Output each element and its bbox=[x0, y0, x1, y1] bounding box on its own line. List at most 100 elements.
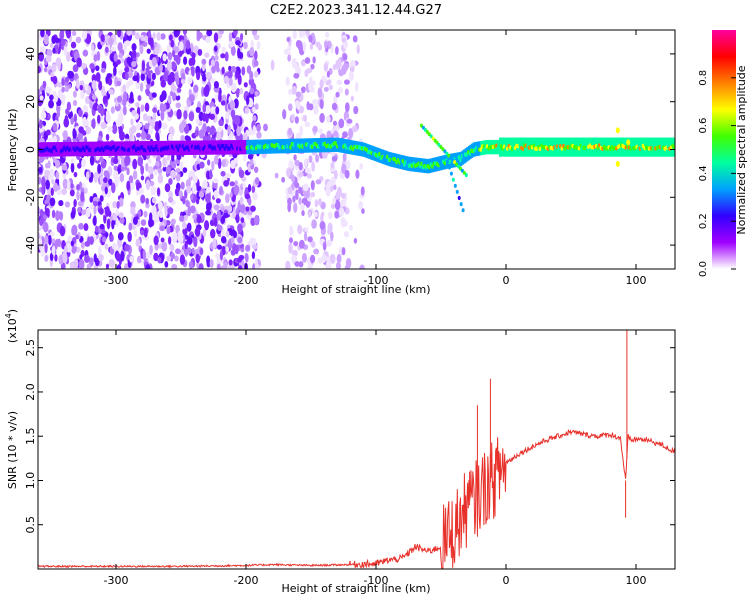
spectrogram-speckle bbox=[310, 180, 315, 191]
spectrogram-speckle bbox=[195, 198, 200, 205]
spectrogram-speckle bbox=[233, 30, 238, 37]
spectrogram-speckle bbox=[186, 222, 192, 232]
spectrogram-speckle bbox=[232, 230, 238, 239]
spectrogram-speckle bbox=[117, 30, 122, 38]
spectrogram-speckle bbox=[315, 154, 320, 163]
spectrogram-speckle bbox=[348, 128, 354, 139]
spectrogram-speckle bbox=[124, 66, 130, 73]
spectrogram-speckle bbox=[293, 72, 300, 79]
spectrogram-speckle bbox=[182, 196, 186, 205]
spectrogram-speckle bbox=[306, 67, 313, 74]
spectrogram-speckle bbox=[50, 72, 55, 78]
spectrogram-speckle bbox=[190, 193, 194, 201]
spectrogram-speckle bbox=[210, 59, 216, 67]
spectrogram-speckle bbox=[164, 183, 171, 193]
spectrogram-speckle bbox=[75, 78, 80, 89]
spectrogram-speckle bbox=[326, 70, 331, 78]
ridge-branch-mark bbox=[464, 173, 468, 178]
spectrogram-speckle bbox=[170, 39, 175, 48]
y-tick-label: 0 bbox=[24, 146, 37, 153]
spectrogram-speckle bbox=[70, 162, 75, 173]
spectrogram-speckle bbox=[308, 35, 313, 43]
spectrogram-speckle bbox=[341, 65, 347, 75]
spectrogram-speckle bbox=[167, 51, 173, 61]
ridge-branch-mark bbox=[461, 208, 465, 213]
spectrogram-speckle bbox=[183, 215, 188, 222]
spectrogram-speckle bbox=[40, 111, 47, 120]
spectrogram-speckle bbox=[53, 182, 59, 192]
x-tick-label: -200 bbox=[234, 274, 259, 287]
spectrogram-speckle bbox=[168, 133, 173, 144]
spectrogram-speckle bbox=[230, 249, 236, 256]
spectrogram-speckle bbox=[89, 155, 95, 166]
spectrogram-speckle bbox=[113, 157, 119, 165]
spectrogram-speckle bbox=[52, 122, 58, 132]
spectrogram-speckle bbox=[147, 70, 151, 79]
spectrogram-speckle bbox=[285, 260, 291, 269]
spectrogram-speckle bbox=[188, 111, 195, 122]
spectrogram-speckle bbox=[213, 32, 219, 43]
spectrogram-speckle bbox=[165, 166, 171, 174]
spectrogram-speckle bbox=[230, 235, 235, 245]
spectrogram-speckle bbox=[325, 31, 330, 38]
spectrogram-speckle bbox=[247, 163, 251, 173]
spectrogram-speckle bbox=[160, 237, 165, 243]
x-tick-label: 0 bbox=[503, 274, 510, 287]
spectrogram-speckle bbox=[355, 81, 359, 92]
spectrogram-speckle bbox=[158, 64, 163, 73]
spectrogram-speckle bbox=[249, 237, 255, 247]
spectrogram-speckle bbox=[99, 176, 104, 186]
spectrogram-speckle bbox=[99, 156, 104, 163]
spectrogram-speckle bbox=[253, 34, 260, 41]
spectrogram-speckle bbox=[80, 241, 85, 249]
spectrogram-speckle bbox=[118, 69, 124, 76]
spectrogram-speckle bbox=[108, 178, 113, 186]
spectrogram-speckle bbox=[140, 165, 145, 176]
spectrogram-speckle bbox=[66, 101, 71, 111]
spectrogram-speckle bbox=[340, 199, 346, 207]
spectrogram-speckle bbox=[227, 124, 232, 136]
spectrogram-speckle bbox=[313, 248, 320, 255]
spectrogram-speckle bbox=[38, 88, 41, 97]
spectrogram-speckle bbox=[217, 224, 223, 231]
spectrogram-speckle bbox=[343, 79, 350, 85]
spectrogram-speckle bbox=[139, 44, 144, 55]
spectrogram-speckle bbox=[251, 30, 258, 37]
spectrogram-speckle bbox=[195, 253, 200, 264]
spectrogram-speckle bbox=[78, 259, 85, 269]
spectrogram-speckle bbox=[236, 257, 242, 263]
spectrogram-speckle bbox=[209, 259, 214, 268]
spectrogram-speckle bbox=[67, 70, 73, 79]
spectrogram-speckle bbox=[304, 121, 311, 128]
spectrogram-speckle bbox=[195, 185, 202, 192]
spectrogram-speckle bbox=[225, 172, 232, 179]
spectrogram-speckle bbox=[111, 242, 117, 250]
spectrogram-speckle bbox=[152, 32, 156, 39]
spectrogram-speckle bbox=[86, 263, 92, 269]
spectrogram-y-axis-label: Frequency (Hz) bbox=[6, 109, 19, 192]
spectrogram-speckle bbox=[220, 100, 226, 106]
spectrogram-speckle bbox=[62, 251, 67, 259]
spectrogram-speckle bbox=[243, 41, 248, 50]
spectrogram-speckle bbox=[178, 41, 184, 52]
spectrogram-speckle bbox=[132, 170, 138, 180]
spectrogram-speckle bbox=[153, 168, 158, 176]
ridge-branch-mark bbox=[453, 183, 457, 188]
spectrogram-speckle bbox=[166, 255, 172, 262]
spectrogram-speckle bbox=[341, 163, 347, 175]
spectrogram-speckle bbox=[217, 126, 223, 133]
spectrogram-speckle bbox=[256, 131, 262, 139]
spectrogram-speckle bbox=[211, 65, 216, 74]
spectrogram-speckle bbox=[202, 103, 207, 114]
spectrogram-speckle bbox=[172, 92, 177, 102]
spectrogram-speckle bbox=[237, 265, 243, 269]
spectrogram-speckle bbox=[244, 193, 251, 200]
spectrogram-speckle bbox=[119, 217, 125, 224]
spectrogram-speckle bbox=[128, 126, 135, 136]
spectrogram-speckle bbox=[332, 196, 336, 205]
spectrogram-speckle bbox=[48, 168, 55, 180]
spectrogram-speckle bbox=[66, 179, 71, 191]
spectrogram-speckle bbox=[319, 112, 325, 123]
spectrogram-speckle bbox=[343, 231, 350, 238]
spectrogram-speckle bbox=[50, 187, 54, 196]
